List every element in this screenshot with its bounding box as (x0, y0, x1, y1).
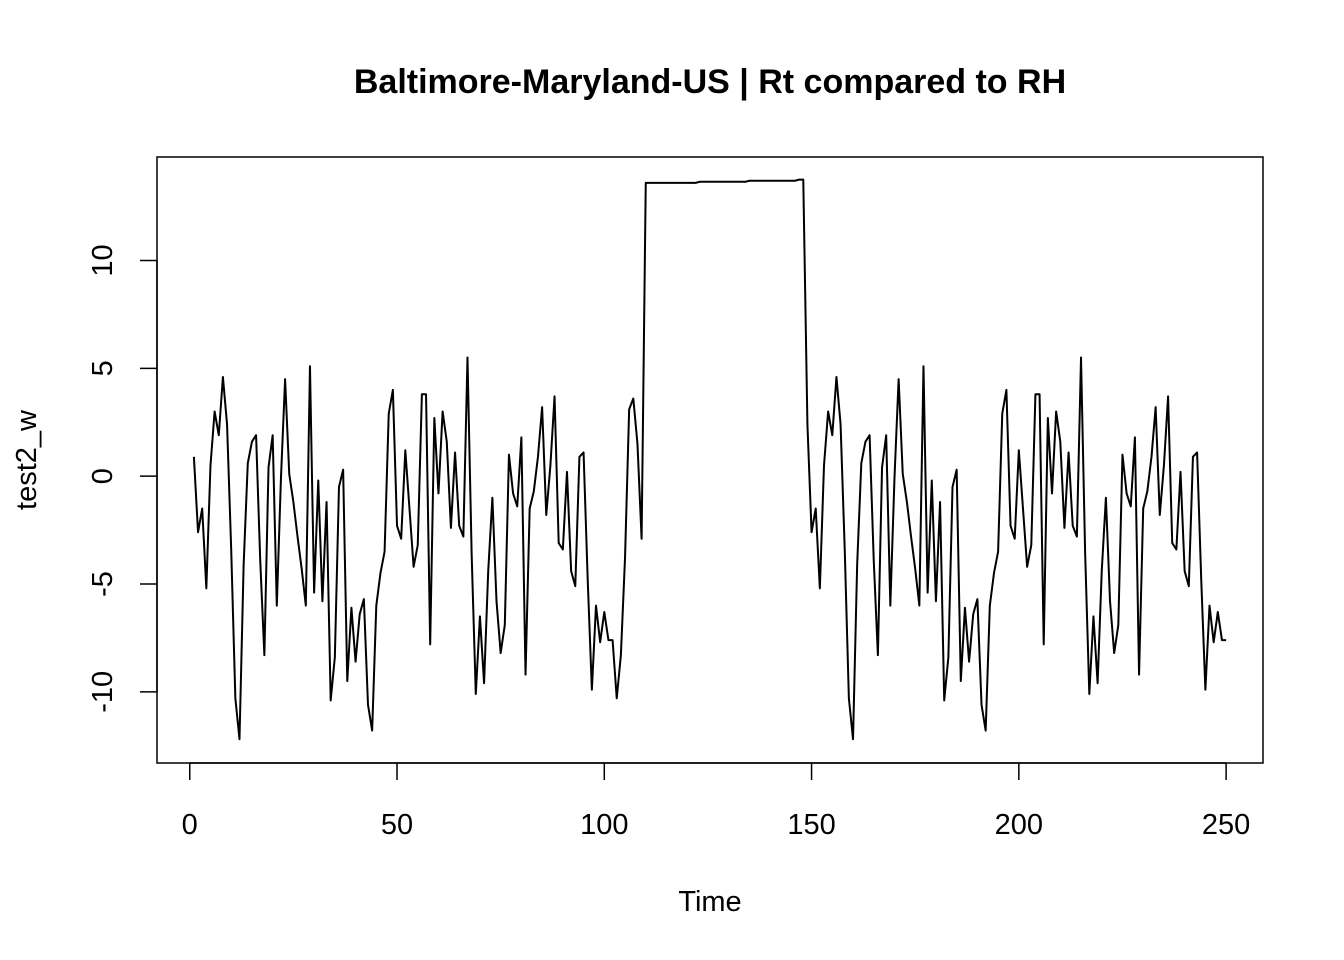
y-tick-label: 5 (87, 360, 119, 376)
x-tick-label: 0 (182, 809, 198, 841)
x-axis: 0 50 100 150 200 250 (182, 762, 1250, 841)
y-tick-label: -10 (87, 671, 119, 713)
x-tick-label: 50 (381, 809, 413, 841)
x-axis-label: Time (678, 886, 741, 918)
chart-title: Baltimore-Maryland-US | Rt compared to R… (354, 63, 1066, 101)
series-group (192, 178, 1227, 741)
x-tick-label: 100 (580, 809, 628, 841)
y-tick-label: 0 (87, 468, 119, 484)
y-axis-label: test2_w (11, 409, 43, 510)
y-tick-label: 10 (87, 244, 119, 276)
x-tick-label: 200 (995, 809, 1043, 841)
series-line (192, 178, 1227, 741)
x-tick-label: 250 (1202, 809, 1250, 841)
y-axis: -10 -5 0 5 10 (87, 244, 158, 713)
x-tick-label: 150 (787, 809, 835, 841)
y-tick-label: -5 (87, 571, 119, 597)
